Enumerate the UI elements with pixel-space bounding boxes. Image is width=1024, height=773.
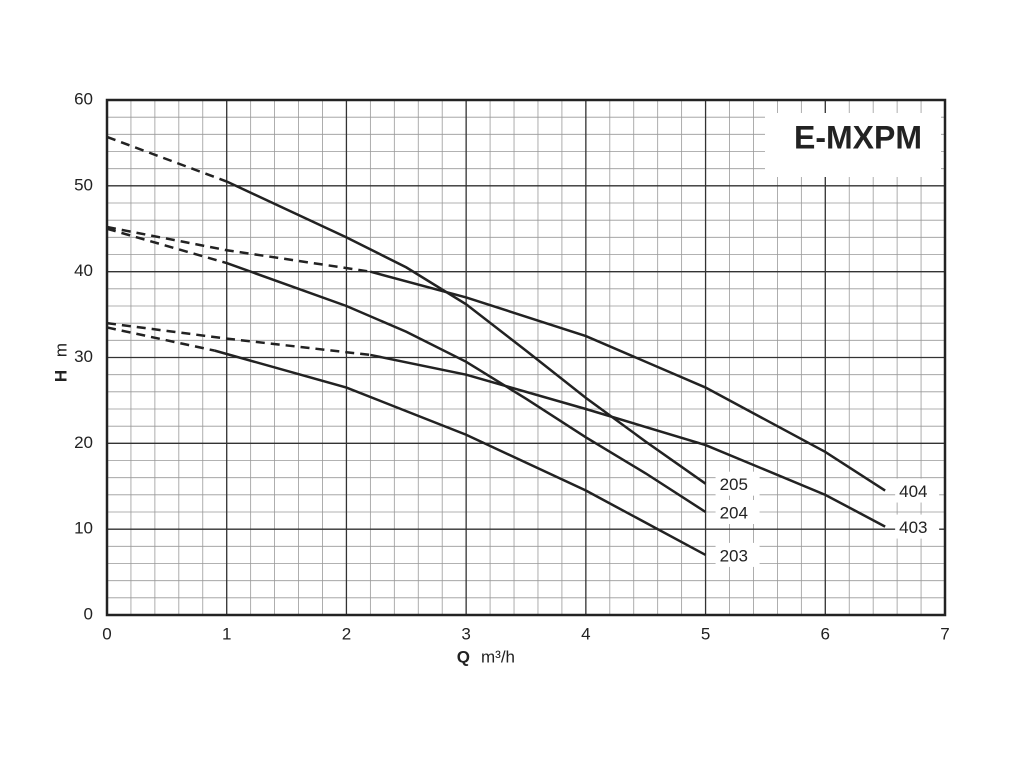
curve-label-bg	[895, 478, 940, 503]
curve-label: 404	[899, 482, 927, 501]
plot-frame	[105, 98, 947, 617]
y-tick-label: 50	[74, 175, 93, 194]
y-label-symbol: H	[51, 370, 70, 382]
curve-label-bg	[715, 542, 760, 567]
x-tick-label: 7	[940, 624, 949, 643]
pump-curve	[214, 349, 707, 557]
y-tick-label: 0	[84, 604, 93, 623]
dashed-curve	[106, 321, 371, 357]
dashed-curve	[106, 326, 216, 352]
x-label-symbol: Q	[457, 647, 470, 666]
title-box	[765, 113, 941, 177]
x-tick-label: 5	[701, 624, 710, 643]
curve-label: 203	[720, 546, 748, 565]
dashed-curve	[106, 227, 228, 265]
curve-label: 205	[720, 475, 748, 494]
x-tick-label: 4	[581, 624, 590, 643]
pump-curve	[226, 180, 707, 485]
y-tick-label: 10	[74, 519, 93, 538]
curve-label: 204	[720, 503, 748, 522]
x-label-unit: m³/h	[481, 647, 515, 666]
grid	[105, 98, 947, 617]
chart-title: E-MXPM	[794, 119, 922, 155]
x-tick-label: 2	[342, 624, 351, 643]
curves	[106, 135, 886, 557]
dashed-curve	[106, 225, 371, 273]
curve-label-bg	[895, 514, 940, 539]
y-tick-label: 60	[74, 89, 93, 108]
x-tick-label: 3	[461, 624, 470, 643]
pump-curve	[226, 261, 707, 514]
curve-label-bg	[715, 471, 760, 496]
dashed-curve	[106, 135, 228, 183]
y-label-unit: m	[51, 343, 70, 357]
pump-curve	[370, 353, 886, 528]
x-tick-label: 1	[222, 624, 231, 643]
x-tick-label: 0	[102, 624, 111, 643]
y-tick-label: 30	[74, 347, 93, 366]
x-tick-label: 6	[821, 624, 830, 643]
y-tick-label: 40	[74, 261, 93, 280]
y-tick-label: 20	[74, 433, 93, 452]
curve-label: 403	[899, 518, 927, 537]
curve-label-bg	[715, 500, 760, 524]
pump-curve	[370, 270, 886, 492]
